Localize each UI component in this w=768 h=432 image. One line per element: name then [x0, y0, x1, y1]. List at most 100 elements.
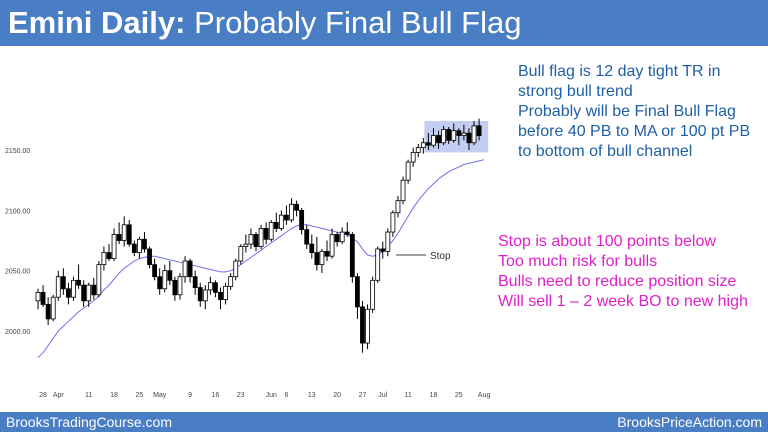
candle-down: [425, 142, 431, 146]
candle-up: [35, 291, 41, 302]
x-tick-label: 27: [359, 392, 367, 399]
candle-down: [142, 238, 147, 250]
x-tick-label: May: [153, 392, 167, 399]
candle-down: [131, 243, 137, 253]
bull-flag-note: Bull flag is 12 day tight TR in strong b…: [518, 63, 751, 160]
footer-bar: BrooksTradingCourse.com BrooksPriceActio…: [0, 412, 768, 432]
candle-up: [228, 276, 234, 287]
candle-down: [197, 287, 203, 302]
candle-up: [420, 142, 426, 148]
candle-down: [380, 248, 386, 252]
footer-right-site[interactable]: BrooksPriceAction.com: [617, 414, 762, 430]
candle-down: [152, 264, 158, 278]
candle-up: [248, 234, 254, 245]
x-tick-label: 25: [455, 392, 463, 399]
y-tick-label: 2100.00: [5, 208, 30, 215]
stop-note: Stop is about 100 points below Too much …: [498, 233, 748, 310]
candlestick-chart: 2000.00 2050.00 2100.00 2150.00 Stop 28 Apr 11 1…: [5, 118, 491, 399]
candle-up: [177, 276, 183, 296]
candle-down: [147, 248, 152, 266]
candle-up: [50, 296, 56, 320]
candle-up: [441, 129, 447, 144]
x-tick-label: 23: [237, 392, 245, 399]
candle-down: [446, 129, 452, 141]
candle-up: [258, 228, 264, 247]
candle-down: [344, 231, 350, 235]
candle-down: [106, 252, 112, 259]
candle-up: [207, 282, 213, 291]
candle-down: [273, 221, 279, 229]
title-bar: Emini Daily: Probably Final Bull Flag: [0, 0, 768, 46]
candle-down: [167, 270, 173, 281]
candle-down: [60, 276, 66, 290]
candle-up: [278, 214, 284, 229]
x-tick-label: 20: [333, 392, 341, 399]
candle-down: [91, 284, 97, 296]
candle-up: [233, 260, 239, 278]
candle-down: [116, 234, 122, 241]
x-tick-label: 18: [430, 392, 438, 399]
candle-down: [324, 250, 330, 257]
stop-label: Stop: [430, 251, 451, 262]
candle-up: [319, 250, 325, 266]
candle-down: [172, 279, 178, 296]
candle-up: [243, 243, 249, 247]
title-rest: Probably Final Bull Flag: [194, 5, 522, 40]
candle-up: [385, 231, 391, 252]
candle-up: [395, 200, 401, 214]
x-tick-label: 25: [136, 392, 144, 399]
candle-up: [431, 135, 436, 146]
footer-left-site[interactable]: BrooksTradingCourse.com: [6, 414, 172, 430]
candle-up: [365, 308, 370, 344]
candle-down: [263, 228, 269, 240]
candle-up: [410, 152, 416, 163]
candle-up: [86, 284, 92, 302]
candle-down: [187, 260, 193, 278]
candle-up: [289, 203, 294, 221]
candle-down: [126, 224, 132, 245]
candle-down: [81, 284, 87, 302]
candle-up: [461, 132, 467, 136]
title-bold: Emini Daily:: [8, 5, 186, 40]
candle-up: [101, 252, 107, 266]
candle-up: [451, 130, 457, 141]
candle-up: [71, 279, 76, 298]
y-tick-label: 2150.00: [5, 148, 30, 155]
candle-up: [55, 276, 61, 298]
candle-down: [157, 276, 163, 290]
y-tick-label: 2050.00: [5, 269, 30, 276]
x-tick-label: 13: [308, 392, 316, 399]
candle-down: [349, 234, 355, 278]
candle-up: [238, 246, 244, 262]
candle-up: [121, 224, 127, 241]
candle-down: [213, 282, 218, 293]
candle-down: [294, 203, 299, 211]
candle-down: [192, 276, 198, 288]
x-tick-label: 9: [188, 392, 192, 399]
candle-down: [284, 214, 289, 221]
candle-down: [355, 276, 360, 308]
x-tick-label: 11: [404, 392, 411, 399]
candle-up: [202, 289, 208, 302]
candle-down: [476, 125, 482, 136]
candle-up: [111, 234, 117, 259]
candle-up: [96, 264, 102, 296]
candle-down: [218, 291, 223, 301]
candle-up: [405, 161, 411, 181]
candle-up: [415, 147, 421, 153]
candle-up: [390, 212, 396, 233]
candle-down: [304, 229, 310, 245]
candle-up: [182, 260, 188, 278]
x-tick-label: Aug: [478, 392, 491, 399]
candle-up: [136, 238, 142, 253]
x-tick-label: 16: [212, 392, 220, 399]
candle-down: [45, 304, 51, 320]
x-tick-label: Apr: [53, 392, 65, 399]
candle-up: [162, 270, 168, 290]
y-tick-label: 2000.00: [5, 329, 30, 336]
candle-down: [360, 306, 365, 344]
candle-down: [76, 279, 81, 286]
candle-down: [436, 135, 441, 144]
candle-up: [375, 248, 381, 281]
candle-down: [40, 291, 46, 305]
